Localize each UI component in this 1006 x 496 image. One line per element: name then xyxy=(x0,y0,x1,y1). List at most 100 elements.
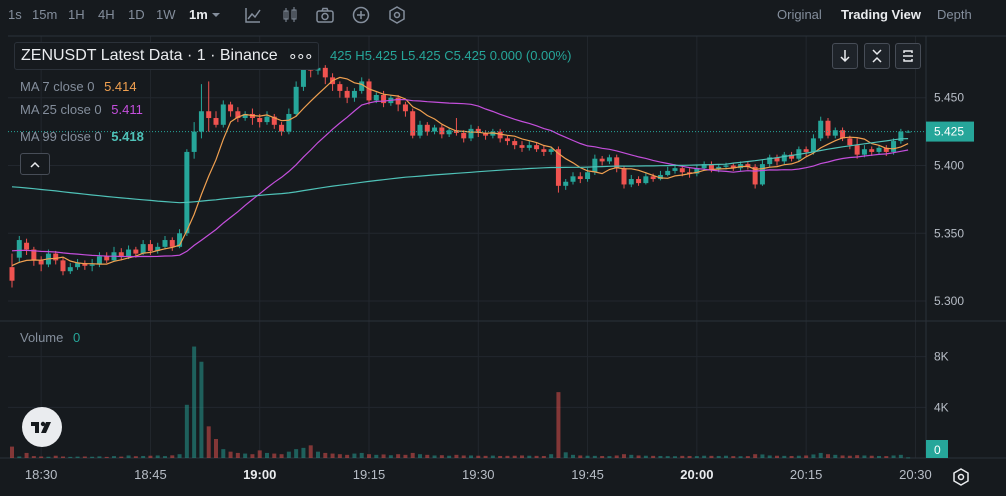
candle-body xyxy=(424,124,430,132)
camera-icon[interactable] xyxy=(315,5,335,25)
candle-body xyxy=(876,147,882,152)
time-tick-label: 18:45 xyxy=(134,467,167,482)
chart-settings-icon[interactable] xyxy=(387,5,407,25)
timeframe-1w[interactable]: 1W xyxy=(156,7,176,22)
candle-up xyxy=(155,242,161,254)
candle-body xyxy=(381,94,387,104)
fullscreen-button[interactable] xyxy=(864,43,890,69)
candle-up xyxy=(490,128,496,139)
volume-bar xyxy=(767,455,772,458)
candle-down xyxy=(206,81,212,132)
view-depth[interactable]: Depth xyxy=(937,7,972,22)
add-indicator-icon[interactable] xyxy=(351,5,371,25)
candle-up xyxy=(657,170,663,181)
volume-bar xyxy=(141,455,146,458)
candle-body xyxy=(534,145,540,150)
candle-up xyxy=(75,259,81,270)
volume-bar xyxy=(17,456,22,458)
volume-bar xyxy=(833,454,838,458)
volume-bar xyxy=(155,455,160,458)
candle-up xyxy=(67,263,73,274)
symbol-title-box[interactable]: ZENUSDT Latest Data · 1 · Binance ∘∘∘ xyxy=(14,42,319,70)
candle-down xyxy=(497,128,503,143)
candle-body xyxy=(570,176,576,182)
candle-down xyxy=(271,113,277,129)
time-tick-label: 18:30 xyxy=(25,467,58,482)
volume-bar xyxy=(571,454,575,458)
candle-body xyxy=(53,253,59,261)
candle-up xyxy=(96,252,102,268)
candle-down xyxy=(213,111,219,128)
tradingview-logo[interactable] xyxy=(22,407,62,447)
volume-bar xyxy=(46,456,51,458)
candle-down xyxy=(577,172,583,184)
volume-bar xyxy=(184,404,189,458)
candle-up xyxy=(417,120,423,139)
timeframe-15m[interactable]: 15m xyxy=(32,7,58,22)
view-trading-view[interactable]: Trading View xyxy=(841,7,921,22)
candle-body xyxy=(322,67,328,78)
candlestick-type-icon[interactable] xyxy=(280,5,300,25)
chart-layout-button[interactable] xyxy=(895,43,921,69)
candle-body xyxy=(264,116,270,123)
volume-bar xyxy=(498,455,503,458)
volume-bar xyxy=(877,455,881,458)
candle-body xyxy=(118,252,124,257)
candle-body xyxy=(140,244,146,254)
candle-body xyxy=(67,267,73,272)
more-options-icon[interactable]: ∘∘∘ xyxy=(287,48,314,65)
volume-bar xyxy=(782,455,787,458)
candle-body xyxy=(126,249,132,257)
timeframe-1h[interactable]: 1H xyxy=(68,7,85,22)
volume-bar xyxy=(359,452,364,458)
scroll-to-latest-button[interactable] xyxy=(832,43,858,69)
candle-up xyxy=(242,111,248,121)
time-tick-label: 19:00 xyxy=(243,467,276,482)
ma25-legend[interactable]: MA 25 close 0 5.411 xyxy=(20,102,143,117)
ma7-value: 5.414 xyxy=(104,79,137,94)
volume-bar xyxy=(308,445,313,458)
volume-bar xyxy=(898,454,903,458)
candle-up xyxy=(781,151,787,165)
candle-up xyxy=(526,141,532,151)
timeframe-1d[interactable]: 1D xyxy=(128,7,145,22)
axis-settings-icon[interactable] xyxy=(950,466,972,488)
ma99-value: 5.418 xyxy=(111,129,144,144)
candle-up xyxy=(286,108,292,135)
volume-bar xyxy=(126,455,131,458)
candle-up xyxy=(446,127,452,138)
volume-bar xyxy=(337,454,342,458)
volume-legend: Volume 0 xyxy=(20,330,80,345)
candle-down xyxy=(453,118,459,136)
volume-bar xyxy=(534,455,539,458)
ma7-legend[interactable]: MA 7 close 0 5.414 xyxy=(20,79,137,94)
chart-grid xyxy=(0,35,1006,459)
chevron-down-icon[interactable] xyxy=(210,9,222,21)
volume-bar xyxy=(884,456,889,458)
candle-body xyxy=(257,118,263,123)
timeframe-4h[interactable]: 4H xyxy=(98,7,115,22)
timeframe-1m-selected[interactable]: 1m xyxy=(189,7,208,22)
volume-bar xyxy=(68,456,73,458)
timeframe-1s[interactable]: 1s xyxy=(8,7,22,22)
ma99-legend[interactable]: MA 99 close 0 5.418 xyxy=(20,129,144,144)
view-original[interactable]: Original xyxy=(777,7,822,22)
volume-bar xyxy=(345,454,350,458)
candle-down xyxy=(279,122,285,136)
candle-up xyxy=(767,154,773,167)
indicator-line-icon[interactable] xyxy=(243,5,263,25)
tradingview-logo-icon xyxy=(31,421,51,433)
volume-bar xyxy=(133,456,138,458)
candle-body xyxy=(708,164,714,170)
candle-body xyxy=(337,84,343,91)
candle-body xyxy=(672,168,678,171)
candle-down xyxy=(24,238,30,255)
candle-down xyxy=(541,145,547,156)
candle-body xyxy=(818,120,824,139)
collapse-legend-button[interactable] xyxy=(20,153,50,175)
time-tick-label: 19:15 xyxy=(353,467,386,482)
candle-up xyxy=(468,124,474,142)
volume-tick-label: 0 xyxy=(934,443,941,457)
candle-body xyxy=(220,104,226,125)
